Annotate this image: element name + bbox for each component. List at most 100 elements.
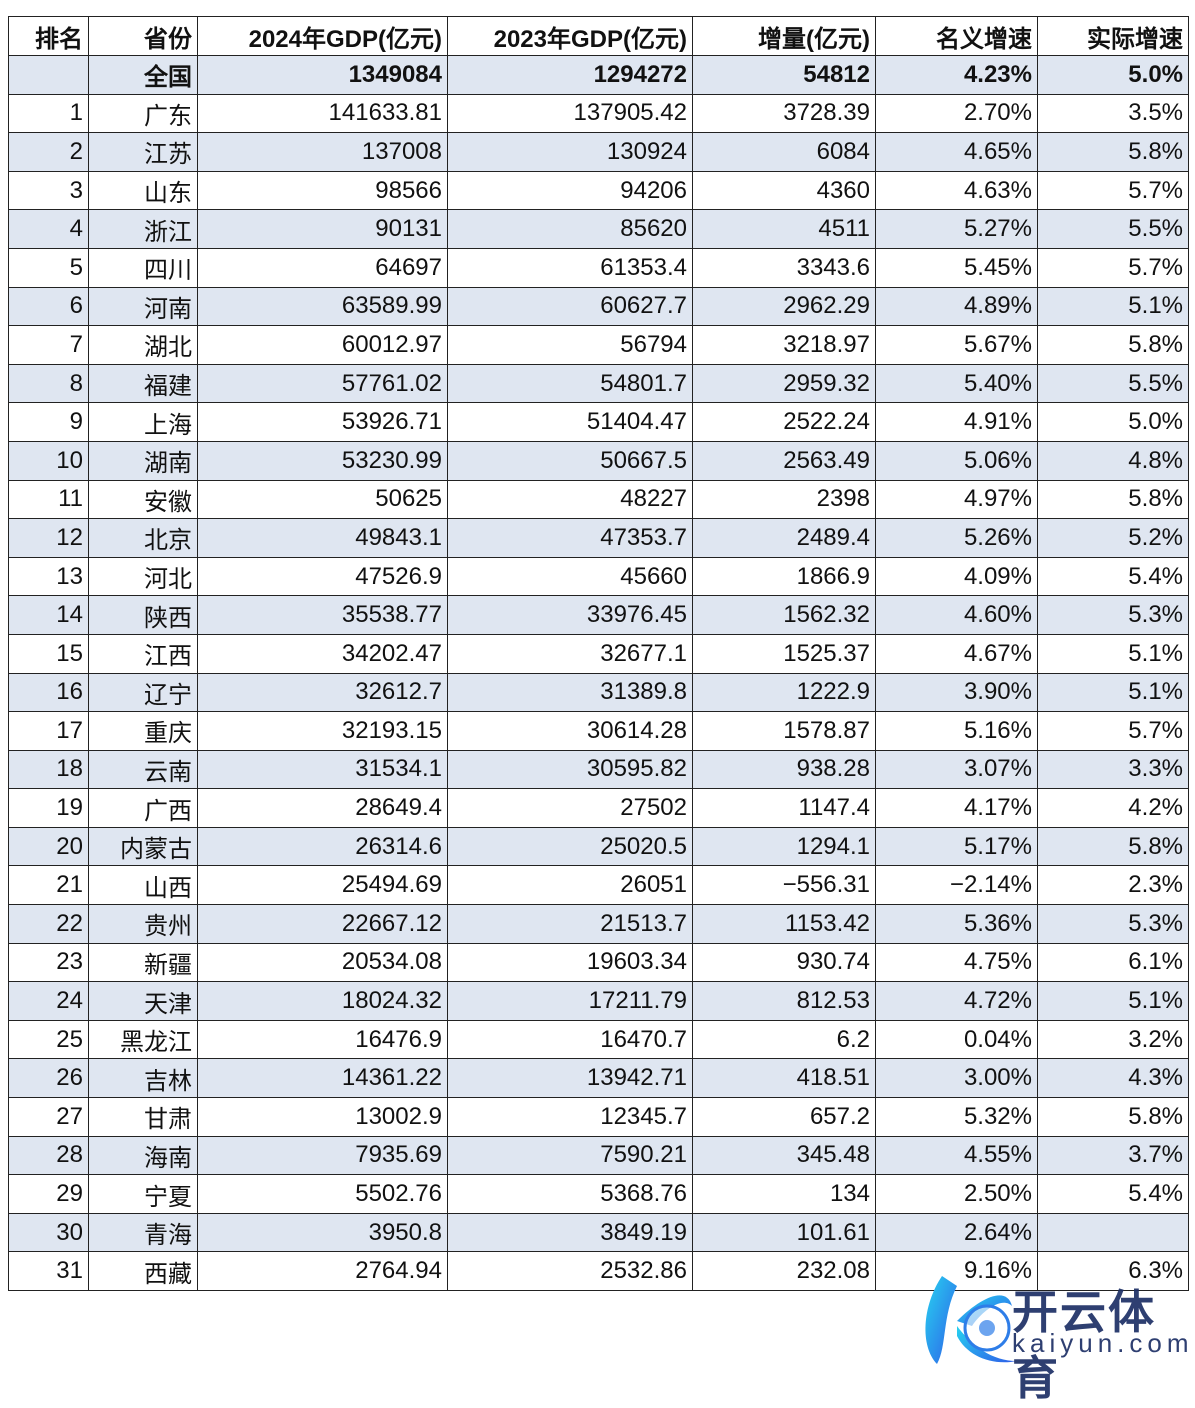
cell-province: 贵州 [88, 904, 198, 944]
cell-real: 5.7% [1037, 247, 1189, 288]
cell-increase: 232.08 [692, 1251, 876, 1291]
cell-gdp2023: 25020.5 [447, 826, 693, 867]
cell-nominal: −2.14% [875, 865, 1038, 906]
cell-province: 吉林 [88, 1058, 198, 1099]
table-row: 18 云南 31534.1 30595.82 938.28 3.07% 3.3% [8, 749, 1189, 790]
table-row: 29 宁夏 5502.76 5368.76 134 2.50% 5.4% [8, 1174, 1189, 1214]
table-row: 25 黑龙江 16476.9 16470.7 6.2 0.04% 3.2% [8, 1019, 1189, 1060]
cell-gdp2023: 21513.7 [447, 904, 693, 944]
cell-gdp2024: 57761.02 [197, 363, 448, 404]
header-gdp2023: 2023年GDP(亿元) [447, 16, 693, 56]
cell-increase: 657.2 [692, 1097, 876, 1137]
header-gdp2024: 2024年GDP(亿元) [197, 16, 448, 56]
cell-nominal: 4.60% [875, 595, 1038, 635]
table-row: 23 新疆 20534.08 19603.34 930.74 4.75% 6.1% [8, 942, 1189, 983]
cell-nominal: 2.64% [875, 1212, 1038, 1253]
cell-province: 西藏 [88, 1251, 198, 1291]
table-row: 19 广西 28649.4 27502 1147.4 4.17% 4.2% [8, 788, 1189, 828]
cell-nominal: 5.45% [875, 247, 1038, 288]
cell-rank: 29 [8, 1174, 89, 1214]
table-row: 3 山东 98566 94206 4360 4.63% 5.7% [8, 170, 1189, 211]
cell-real: 5.5% [1037, 209, 1189, 249]
cell-gdp2024: 98566 [197, 170, 448, 211]
table-row: 6 河南 63589.99 60627.7 2962.29 4.89% 5.1% [8, 286, 1189, 327]
header-real: 实际增速 [1037, 16, 1189, 56]
cell-gdp2024: 35538.77 [197, 595, 448, 635]
cell-gdp2024: 31534.1 [197, 749, 448, 790]
cell-gdp2023: 54801.7 [447, 363, 693, 404]
cell-nominal: 3.07% [875, 749, 1038, 790]
cell-increase: 2959.32 [692, 363, 876, 404]
cell-gdp2024: 18024.32 [197, 981, 448, 1021]
cell-gdp2023: 12345.7 [447, 1097, 693, 1137]
cell-rank: 19 [8, 788, 89, 828]
cell-nominal: 9.16% [875, 1251, 1038, 1291]
header-row: 排名 省份 2024年GDP(亿元) 2023年GDP(亿元) 增量(亿元) 名义增速 实际… [8, 16, 1189, 56]
cell-rank: 13 [8, 556, 89, 597]
cell-real: 5.1% [1037, 286, 1189, 327]
cell-rank: 4 [8, 209, 89, 249]
cell-real [1037, 1212, 1189, 1253]
cell-real: 5.0% [1037, 402, 1189, 442]
cell-real: 6.1% [1037, 942, 1189, 983]
cell-nominal: 3.00% [875, 1058, 1038, 1099]
cell-increase: 812.53 [692, 981, 876, 1021]
cell-nominal: 5.36% [875, 904, 1038, 944]
cell-increase: 54812 [692, 55, 876, 95]
cell-increase: 1222.9 [692, 672, 876, 713]
table-row: 15 江西 34202.47 32677.1 1525.37 4.67% 5.1% [8, 633, 1189, 674]
cell-rank: 27 [8, 1097, 89, 1137]
cell-rank: 1 [8, 93, 89, 134]
table-row: 12 北京 49843.1 47353.7 2489.4 5.26% 5.2% [8, 518, 1189, 558]
cell-real: 3.3% [1037, 749, 1189, 790]
cell-province: 天津 [88, 981, 198, 1021]
cell-rank: 30 [8, 1212, 89, 1253]
cell-real: 5.3% [1037, 595, 1189, 635]
cell-nominal: 5.17% [875, 826, 1038, 867]
cell-province: 河北 [88, 556, 198, 597]
cell-increase: 1147.4 [692, 788, 876, 828]
watermark-cn: 开云体育 [1012, 1286, 1156, 1404]
cell-gdp2023: 16470.7 [447, 1019, 693, 1060]
cell-province: 湖南 [88, 440, 198, 481]
cell-nominal: 5.67% [875, 325, 1038, 365]
cell-gdp2023: 30595.82 [447, 749, 693, 790]
cell-gdp2023: 137905.42 [447, 93, 693, 134]
cell-province: 安徽 [88, 479, 198, 520]
cell-province: 重庆 [88, 711, 198, 751]
cell-rank: 23 [8, 942, 89, 983]
cell-province: 内蒙古 [88, 826, 198, 867]
table-row: 22 贵州 22667.12 21513.7 1153.42 5.36% 5.3% [8, 904, 1189, 944]
table-row: 2 江苏 137008 130924 6084 4.65% 5.8% [8, 132, 1189, 172]
cell-increase: 2398 [692, 479, 876, 520]
cell-gdp2023: 56794 [447, 325, 693, 365]
cell-real: 5.1% [1037, 633, 1189, 674]
cell-rank: 20 [8, 826, 89, 867]
cell-real: 5.7% [1037, 711, 1189, 751]
cell-province: 黑龙江 [88, 1019, 198, 1060]
cell-nominal: 0.04% [875, 1019, 1038, 1060]
cell-gdp2023: 61353.4 [447, 247, 693, 288]
cell-rank: 21 [8, 865, 89, 906]
cell-gdp2024: 64697 [197, 247, 448, 288]
cell-nominal: 4.75% [875, 942, 1038, 983]
cell-gdp2024: 5502.76 [197, 1174, 448, 1214]
cell-increase: −556.31 [692, 865, 876, 906]
cell-real: 5.8% [1037, 479, 1189, 520]
cell-real: 5.2% [1037, 518, 1189, 558]
cell-gdp2023: 31389.8 [447, 672, 693, 713]
cell-gdp2023: 50667.5 [447, 440, 693, 481]
cell-province: 青海 [88, 1212, 198, 1253]
table-row: 4 浙江 90131 85620 4511 5.27% 5.5% [8, 209, 1189, 249]
cell-rank: 9 [8, 402, 89, 442]
cell-gdp2024: 137008 [197, 132, 448, 172]
cell-gdp2024: 22667.12 [197, 904, 448, 944]
cell-increase: 6084 [692, 132, 876, 172]
cell-gdp2024: 50625 [197, 479, 448, 520]
cell-gdp2024: 53926.71 [197, 402, 448, 442]
cell-gdp2024: 63589.99 [197, 286, 448, 327]
cell-increase: 930.74 [692, 942, 876, 983]
cell-gdp2023: 85620 [447, 209, 693, 249]
cell-real: 5.1% [1037, 981, 1189, 1021]
cell-real: 3.2% [1037, 1019, 1189, 1060]
